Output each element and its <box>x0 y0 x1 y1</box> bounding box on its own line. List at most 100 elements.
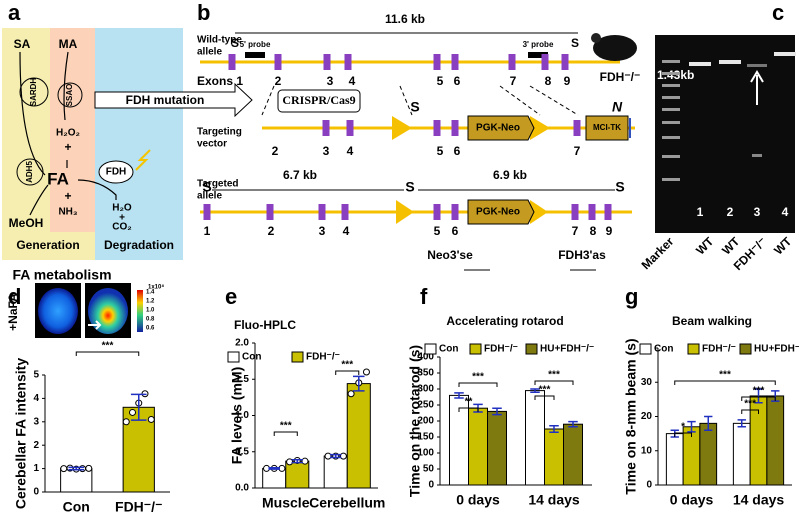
gel-band <box>719 60 741 64</box>
y-tick-label: 20 <box>641 411 653 422</box>
significance-bracket <box>273 431 298 436</box>
chart-title: Beam walking <box>672 314 752 328</box>
label: Generation <box>16 238 79 252</box>
mouse-ear <box>591 33 601 43</box>
legend-swatch <box>424 343 437 355</box>
image-arrow <box>88 320 102 330</box>
exon-label: 6 <box>452 224 459 238</box>
colorbar-tick: 1.2 <box>146 299 155 305</box>
y-tick-label: 0 <box>428 480 434 491</box>
error-bar <box>737 419 746 428</box>
site-label: S <box>202 179 211 195</box>
y-tick-label: 50 <box>423 464 435 475</box>
enzyme-ellipse <box>98 160 134 184</box>
significance-bracket <box>75 351 140 356</box>
exon-label: 5 <box>437 144 444 158</box>
caption: FA metabolism <box>12 267 111 283</box>
site-label: N <box>612 99 623 115</box>
x-tick-label: Con <box>63 499 90 515</box>
panel-label: b <box>197 0 210 25</box>
label: + <box>64 189 71 203</box>
significance-label: *** <box>719 370 731 381</box>
gel-arrow <box>750 70 764 83</box>
significance-label: *** <box>753 386 765 397</box>
y-axis-label: Cerebellar FA intensity <box>13 358 29 509</box>
y-tick-label: 4 <box>33 393 39 404</box>
colorbar-tick: 1.4 <box>146 290 155 296</box>
enzyme-label: SSAO <box>65 84 74 107</box>
error-bar <box>704 415 713 431</box>
exon-label: 7 <box>510 74 517 88</box>
primer-label: FDH3'as <box>558 248 606 262</box>
exon-label: 4 <box>349 74 356 88</box>
y-axis-label: Time on the rotarod (s) <box>407 345 423 497</box>
label: SA <box>14 37 31 51</box>
significance-label: *** <box>744 399 756 410</box>
panel-label: g <box>625 284 638 309</box>
error-bar <box>68 466 85 471</box>
significance-bracket <box>674 432 692 437</box>
bar <box>766 395 785 486</box>
bg-generation-label <box>2 232 95 260</box>
exon-label: 4 <box>343 224 350 238</box>
error-bar <box>549 425 559 433</box>
size-label: 6.9 kb <box>493 168 527 182</box>
exon <box>341 204 349 220</box>
ladder-band <box>662 155 680 158</box>
exon-label: 2 <box>275 74 282 88</box>
bar <box>665 433 684 486</box>
heatmap <box>88 288 128 334</box>
label: CO₂ <box>112 222 131 233</box>
data-point <box>79 465 86 473</box>
ladder-band <box>662 72 680 75</box>
lightning <box>135 149 151 171</box>
y-tick-label: 350 <box>417 368 434 379</box>
exon <box>228 54 236 70</box>
exon <box>573 120 581 136</box>
y-tick-label: 1.5 <box>235 374 249 385</box>
significance-label: *** <box>280 421 292 432</box>
mci-box <box>585 115 629 141</box>
ladder-band <box>662 108 680 111</box>
significance-label: *** <box>548 370 560 381</box>
colorbar-tick: 1.0 <box>146 308 155 314</box>
significance-label: *** <box>472 372 484 383</box>
legend-swatch <box>469 343 482 355</box>
legend-label: Con <box>439 344 458 355</box>
site-label: S <box>571 36 579 50</box>
band-size: 1.43kb <box>657 68 694 82</box>
exon <box>433 204 441 220</box>
enzyme-label: SARDH <box>29 78 38 107</box>
bar <box>544 428 564 486</box>
y-tick-label: 1.0 <box>235 410 249 421</box>
bar <box>346 383 371 489</box>
side-label: +NaFA <box>6 293 20 331</box>
y-axis-label: Time on 8-mm beam (s) <box>623 338 639 494</box>
legend-swatch <box>291 351 304 363</box>
lane-label: 1 <box>697 205 704 219</box>
legend-label: Con <box>242 352 261 363</box>
fa-label: FA <box>47 169 69 188</box>
row-label: vector <box>197 139 227 150</box>
significance-label: *** <box>102 341 114 352</box>
row-label: Wild-type <box>197 35 242 46</box>
y-axis-label: FA levels (mM) <box>229 367 245 465</box>
exon-label: 7 <box>572 224 579 238</box>
enzyme-label: FDH <box>106 167 127 178</box>
significance-bracket <box>458 407 479 412</box>
legend-label: HU+FDH⁻/⁻ <box>540 344 594 355</box>
label: + <box>64 140 71 154</box>
y-tick-label: 0.0 <box>235 483 249 494</box>
site-label: S <box>615 179 624 195</box>
significance-bracket <box>335 370 360 375</box>
significance-bracket <box>674 380 776 385</box>
legend-label: FDH⁻/⁻ <box>484 344 518 355</box>
probe-label: 3' probe <box>523 40 554 49</box>
y-tick-label: 0 <box>646 480 652 491</box>
exon <box>322 120 330 136</box>
panel-label: c <box>772 0 784 25</box>
exon <box>508 54 516 70</box>
data-point <box>324 452 332 460</box>
colorbar-label: 1x10⁸ <box>148 285 164 291</box>
size-label: 11.6 kb <box>385 12 425 26</box>
